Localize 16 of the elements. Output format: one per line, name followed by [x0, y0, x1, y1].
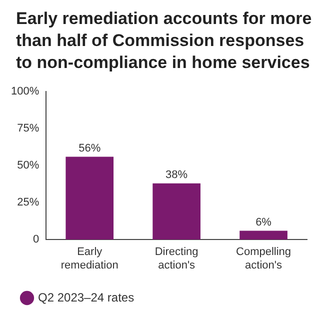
y-tick-label: 25%	[17, 196, 40, 209]
bar	[66, 156, 114, 240]
legend-label: Q2 2023–24 rates	[38, 290, 134, 304]
chart-title: Early remediation accounts for more than half of Commission responses to non-compliance in home services	[16, 8, 313, 74]
x-tick-label: Early remediation	[60, 246, 118, 272]
y-tick-label: 0	[33, 234, 40, 246]
y-tick-label: 75%	[17, 122, 40, 135]
y-tick-label: 50%	[17, 160, 40, 172]
x-tick-label: Compelling action's	[236, 246, 292, 272]
data-label: 6%	[256, 216, 272, 228]
x-tick-label: Directing action's	[154, 246, 198, 272]
bar	[240, 230, 288, 240]
bar	[152, 183, 200, 240]
data-label: 38%	[166, 168, 188, 181]
y-tick-label: 100%	[10, 86, 40, 98]
data-label: 56%	[78, 142, 101, 154]
